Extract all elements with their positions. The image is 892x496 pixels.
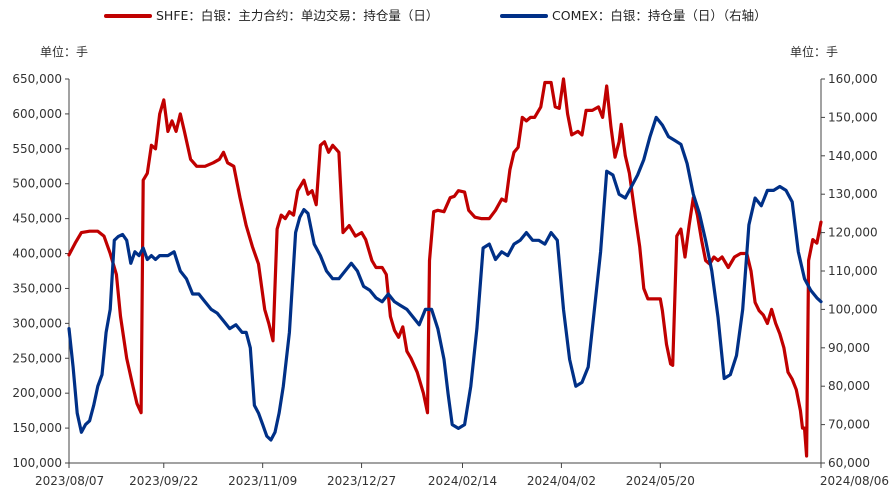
left-axis-unit: 单位：手 — [40, 44, 88, 59]
right-y-tick-label: 160,000 — [828, 72, 878, 86]
series-line-shfe — [67, 77, 823, 458]
x-tick-label: 2023/12/27 — [327, 474, 396, 488]
legend-label-shfe: SHFE：白银：主力合约：单边交易：持仓量（日） — [156, 8, 438, 23]
x-tick-label: 2024/08/06 — [820, 474, 889, 488]
right-y-tick-label: 120,000 — [828, 226, 878, 240]
right-y-tick-label: 60,000 — [828, 456, 870, 470]
right-y-tick-label: 110,000 — [828, 264, 878, 278]
right-y-tick-label: 80,000 — [828, 379, 870, 393]
right-axis-unit: 单位：手 — [790, 44, 838, 59]
x-tick-label: 2024/05/20 — [626, 474, 695, 488]
left-y-tick-label: 250,000 — [12, 351, 62, 365]
left-y-tick-label: 550,000 — [12, 142, 62, 156]
right-y-tick-label: 90,000 — [828, 341, 870, 355]
left-y-tick-label: 350,000 — [12, 281, 62, 295]
left-y-tick-label: 600,000 — [12, 107, 62, 121]
x-tick-label: 2024/04/02 — [527, 474, 596, 488]
left-y-ticks: 100,000 150,000 200,000 250,000 300,000 350,0… — [12, 72, 69, 470]
x-ticks: 2023/08/07 2023/09/22 2023/11/09 2023/12/27… — [35, 463, 889, 488]
right-y-tick-label: 140,000 — [828, 149, 878, 163]
left-y-tick-label: 450,000 — [12, 212, 62, 226]
right-y-tick-label: 150,000 — [828, 110, 878, 124]
left-y-tick-label: 300,000 — [12, 316, 62, 330]
left-y-tick-label: 400,000 — [12, 247, 62, 261]
right-y-tick-label: 70,000 — [828, 418, 870, 432]
right-y-tick-label: 100,000 — [828, 302, 878, 316]
right-y-tick-label: 130,000 — [828, 187, 878, 201]
left-y-tick-label: 650,000 — [12, 72, 62, 86]
series-line-comex — [67, 115, 823, 442]
left-y-tick-label: 100,000 — [12, 456, 62, 470]
x-tick-label: 2024/02/14 — [428, 474, 497, 488]
left-y-tick-label: 150,000 — [12, 421, 62, 435]
x-tick-label: 2023/11/09 — [228, 474, 297, 488]
x-tick-label: 2023/08/07 — [35, 474, 104, 488]
left-y-tick-label: 200,000 — [12, 386, 62, 400]
right-y-ticks: 60,000 70,000 80,000 90,000 100,000 110,000 12… — [821, 72, 878, 470]
legend: SHFE：白银：主力合约：单边交易：持仓量（日） COMEX：白银：持仓量（日）… — [104, 8, 767, 23]
legend-label-comex: COMEX：白银：持仓量（日）（右轴） — [552, 8, 767, 23]
series-layer — [67, 77, 823, 458]
left-y-tick-label: 500,000 — [12, 177, 62, 191]
x-tick-label: 2023/09/22 — [129, 474, 198, 488]
